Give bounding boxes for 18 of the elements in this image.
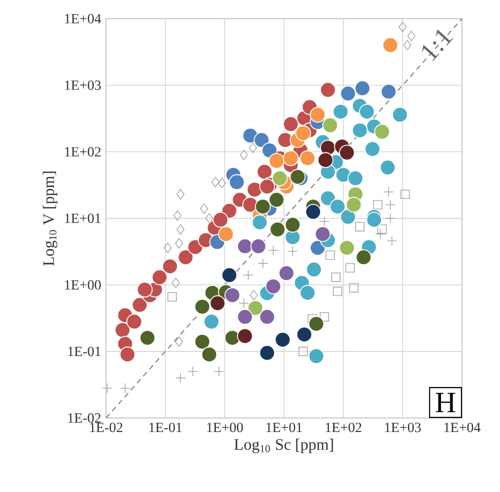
y-tick-label: 1E-02 [68,413,101,423]
y-tick-label: 1E+01 [65,214,100,224]
x-tick-label: 1E-01 [149,422,182,432]
y-tick-label: 1E-01 [68,346,100,356]
y-tick-label: 1E+04 [65,14,102,24]
annotation: 1:1 [422,30,454,62]
x-axis-title: Log$_{10}$ Sc [ppm] [234,438,333,454]
y-tick-label: 1E+00 [65,280,101,290]
y-tick-label: 1E+02 [65,147,101,157]
annotation: H [436,392,456,412]
x-tick-label: 1E-02 [90,422,122,432]
x-tick-label: 1E+00 [207,422,243,432]
x-tick-label: 1E+03 [385,422,421,432]
x-tick-label: 1E+02 [326,422,362,432]
x-tick-label: 1E+01 [266,422,302,432]
y-axis-title: Log$_{10}$ V [ppm] [42,172,58,266]
y-tick-label: 1E+03 [65,80,101,90]
x-tick-label: 1E+04 [444,422,480,432]
